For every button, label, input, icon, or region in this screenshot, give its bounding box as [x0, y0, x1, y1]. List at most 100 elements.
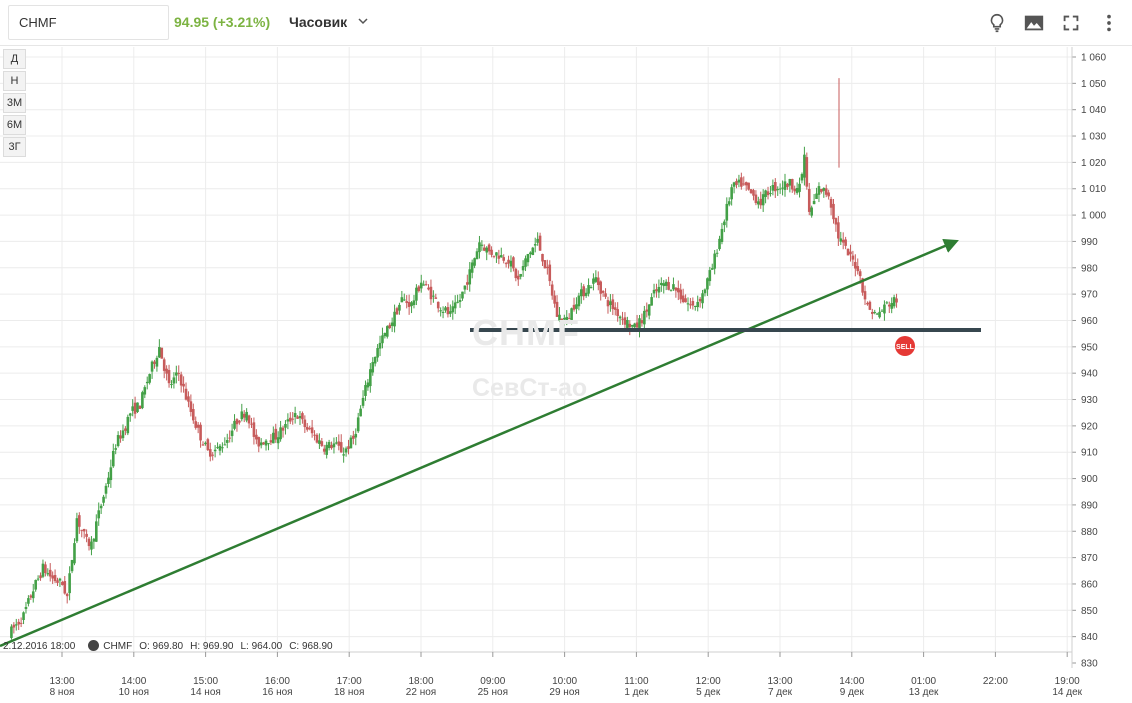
candle-body	[388, 324, 392, 329]
candle-body	[548, 264, 552, 282]
candle-body	[352, 435, 355, 439]
candle-body	[148, 374, 151, 383]
candle-body	[749, 189, 753, 194]
candle-body	[87, 538, 91, 547]
candle-body	[167, 370, 171, 384]
period-button-week[interactable]: Н	[3, 71, 26, 91]
candle-body	[330, 445, 333, 449]
candle-body	[337, 441, 341, 446]
ticker-search-box[interactable]	[8, 5, 169, 40]
candle-body	[633, 323, 636, 328]
candle-body	[160, 347, 164, 359]
candle-body	[538, 235, 542, 251]
candle-body	[179, 374, 183, 386]
candle-body	[412, 300, 416, 306]
period-button-3m[interactable]: 3М	[3, 93, 26, 113]
candle-body	[463, 285, 467, 290]
candle-body	[599, 281, 602, 294]
candle-body	[121, 430, 125, 439]
y-tick-label: 930	[1081, 395, 1098, 406]
candle-body	[873, 311, 877, 313]
candle-body	[693, 305, 697, 307]
period-button-3y[interactable]: 3Г	[3, 137, 26, 157]
candle-body	[596, 277, 600, 286]
candle-body	[349, 437, 353, 449]
candle-body	[812, 200, 816, 205]
candle-body	[698, 298, 702, 302]
candle-body	[706, 278, 709, 290]
period-button-day[interactable]: Д	[3, 49, 26, 69]
candle-body	[99, 505, 103, 509]
candle-body	[854, 261, 857, 269]
candle-body	[470, 262, 474, 273]
sell-marker-label: SELL	[896, 344, 915, 351]
candle-body	[373, 356, 377, 364]
candle-body	[327, 442, 331, 449]
candle-body	[827, 192, 830, 197]
candle-body	[230, 430, 234, 437]
candle-body	[436, 301, 440, 309]
candle-body	[12, 624, 16, 628]
candle-body	[531, 247, 535, 255]
candle-body	[604, 293, 607, 297]
candle-body	[201, 444, 205, 446]
candle-body	[509, 260, 513, 267]
candle-body	[623, 317, 627, 325]
candle-body	[73, 543, 76, 564]
candle-body	[111, 450, 115, 467]
candle-body	[858, 271, 862, 277]
candle-body	[82, 528, 86, 532]
candle-body	[536, 238, 539, 243]
overlays: SELL	[0, 239, 981, 648]
candle-body	[747, 182, 750, 190]
candle-body	[422, 284, 425, 286]
candle-body	[735, 181, 738, 185]
candle-body	[466, 282, 469, 285]
chevron-down-icon[interactable]	[357, 15, 369, 27]
candle-body	[679, 289, 683, 300]
y-tick-label: 890	[1081, 500, 1098, 511]
candle-body	[274, 428, 278, 440]
ticker-input[interactable]	[19, 6, 159, 39]
candle-body	[313, 434, 316, 436]
candle-body	[740, 177, 743, 187]
candle-body	[849, 251, 852, 255]
candle-body	[640, 320, 644, 324]
candle-body	[805, 157, 809, 187]
candle-body	[395, 308, 399, 315]
candle-body	[761, 194, 765, 206]
candle-body	[441, 311, 445, 313]
x-tick-date: 25 ноя	[478, 687, 508, 698]
candle-body	[871, 311, 874, 314]
x-tick-time: 15:00	[193, 676, 218, 687]
candle-body	[817, 186, 821, 195]
candle-body	[376, 348, 379, 358]
fullscreen-icon[interactable]	[1060, 12, 1082, 34]
period-button-6m[interactable]: 6М	[3, 115, 26, 135]
candle-body	[892, 297, 896, 307]
more-vert-icon[interactable]	[1098, 12, 1120, 34]
candle-body	[22, 612, 25, 621]
candle-body	[364, 385, 367, 396]
candle-body	[774, 182, 777, 192]
lightbulb-icon[interactable]	[986, 12, 1008, 34]
candle-body	[17, 621, 20, 625]
candle-body	[524, 258, 527, 267]
candle-body	[851, 255, 855, 260]
candle-body	[696, 301, 699, 308]
candle-body	[410, 302, 413, 307]
candle-body	[102, 496, 105, 503]
image-icon[interactable]	[1023, 12, 1045, 34]
trendline	[0, 239, 959, 648]
candle-body	[192, 409, 195, 421]
candle-body	[606, 300, 610, 307]
candle-body	[841, 239, 845, 243]
x-tick-date: 10 ноя	[119, 687, 149, 698]
candle-body	[211, 454, 214, 456]
candle-body	[880, 310, 884, 312]
candle-body	[10, 626, 13, 638]
interval-selector[interactable]: Часовик	[289, 14, 348, 30]
x-tick-date: 14 дек	[1052, 687, 1082, 698]
candle-body	[803, 154, 806, 178]
